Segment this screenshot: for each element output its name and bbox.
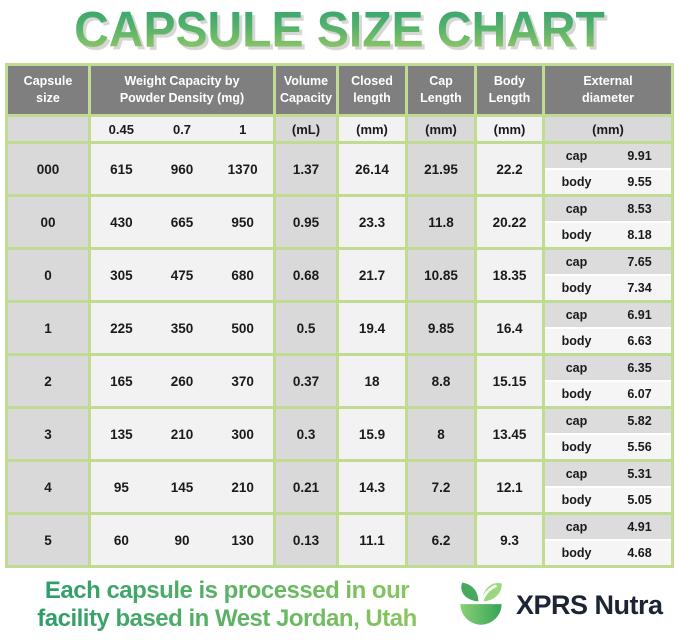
row-volume: 0.5 bbox=[276, 303, 336, 353]
row-cap-length: 8.8 bbox=[408, 356, 474, 406]
row-body-length: 12.1 bbox=[477, 462, 542, 512]
density-0.45: 0.45 bbox=[108, 121, 134, 137]
header-cap-length: Cap Length bbox=[408, 66, 474, 114]
row-body-length: 15.15 bbox=[477, 356, 542, 406]
row-volume: 0.95 bbox=[276, 197, 336, 247]
page-title: CAPSULE SIZE CHART bbox=[74, 2, 605, 59]
row-weights: 165 260 370 bbox=[91, 356, 273, 406]
subheader-closed-unit: (mm) bbox=[339, 117, 405, 141]
row-body-length: 18.35 bbox=[477, 250, 542, 300]
row-external-diameter: cap 7.65 body 7.34 bbox=[545, 250, 671, 300]
brand-name: XPRS Nutra bbox=[516, 589, 663, 620]
row-size: 00 bbox=[8, 197, 88, 247]
subheader-densities: 0.45 0.7 1 bbox=[91, 117, 273, 141]
row-closed: 19.4 bbox=[339, 303, 405, 353]
row-weights: 615 960 1370 bbox=[91, 144, 273, 194]
density-1: 1 bbox=[239, 121, 247, 137]
row-weights: 60 90 130 bbox=[91, 515, 273, 565]
row-cap-length: 21.95 bbox=[408, 144, 474, 194]
row-closed: 26.14 bbox=[339, 144, 405, 194]
row-closed: 15.9 bbox=[339, 409, 405, 459]
row-closed: 11.1 bbox=[339, 515, 405, 565]
footer: Each capsule is processed in our facilit… bbox=[0, 577, 679, 633]
header-body-length: Body Length bbox=[477, 66, 542, 114]
row-size: 3 bbox=[8, 409, 88, 459]
row-closed: 23.3 bbox=[339, 197, 405, 247]
row-cap-length: 9.85 bbox=[408, 303, 474, 353]
row-weights: 305 475 680 bbox=[91, 250, 273, 300]
subheader-external-unit: (mm) bbox=[545, 117, 671, 141]
footer-caption-line1: Each capsule is processed in our bbox=[44, 577, 410, 604]
subheader-body-unit: (mm) bbox=[477, 117, 542, 141]
density-0.7: 0.7 bbox=[172, 121, 192, 137]
row-cap-length: 11.8 bbox=[408, 197, 474, 247]
row-closed: 21.7 bbox=[339, 250, 405, 300]
row-size: 4 bbox=[8, 462, 88, 512]
header-weight-capacity: Weight Capacity by Powder Density (mg) bbox=[91, 66, 273, 114]
row-body-length: 22.2 bbox=[477, 144, 542, 194]
row-external-diameter: cap 5.82 body 5.56 bbox=[545, 409, 671, 459]
row-weights: 225 350 500 bbox=[91, 303, 273, 353]
subheader-cap-unit: (mm) bbox=[408, 117, 474, 141]
row-weights: 95 145 210 bbox=[91, 462, 273, 512]
row-size: 0 bbox=[8, 250, 88, 300]
row-cap-length: 8 bbox=[408, 409, 474, 459]
row-weights: 135 210 300 bbox=[91, 409, 273, 459]
row-volume: 0.3 bbox=[276, 409, 336, 459]
row-volume: 0.21 bbox=[276, 462, 336, 512]
row-external-diameter: cap 4.91 body 4.68 bbox=[545, 515, 671, 565]
xprs-nutra-logo-icon bbox=[460, 582, 502, 625]
row-size: 000 bbox=[8, 144, 88, 194]
row-volume: 0.68 bbox=[276, 250, 336, 300]
row-body-length: 16.4 bbox=[477, 303, 542, 353]
capsule-size-table: Capsule size Weight Capacity by Powder D… bbox=[5, 63, 674, 568]
row-body-length: 9.3 bbox=[477, 515, 542, 565]
row-closed: 14.3 bbox=[339, 462, 405, 512]
row-body-length: 13.45 bbox=[477, 409, 542, 459]
row-body-length: 20.22 bbox=[477, 197, 542, 247]
row-external-diameter: cap 6.35 body 6.07 bbox=[545, 356, 671, 406]
row-size: 2 bbox=[8, 356, 88, 406]
row-external-diameter: cap 5.31 body 5.05 bbox=[545, 462, 671, 512]
row-volume: 1.37 bbox=[276, 144, 336, 194]
footer-caption: Each capsule is processed in our facilit… bbox=[6, 577, 448, 633]
row-size: 1 bbox=[8, 303, 88, 353]
header-external-diameter: External diameter bbox=[545, 66, 671, 114]
header-volume-capacity: Volume Capacity bbox=[276, 66, 336, 114]
row-external-diameter: cap 8.53 body 8.18 bbox=[545, 197, 671, 247]
row-external-diameter: cap 6.91 body 6.63 bbox=[545, 303, 671, 353]
footer-caption-line2: facility based in West Jordan, Utah bbox=[37, 605, 417, 633]
page-title-wrap: CAPSULE SIZE CHART bbox=[0, 3, 679, 61]
row-cap-length: 6.2 bbox=[408, 515, 474, 565]
row-size: 5 bbox=[8, 515, 88, 565]
header-closed-length: Closed length bbox=[339, 66, 405, 114]
row-external-diameter: cap 9.91 body 9.55 bbox=[545, 144, 671, 194]
subheader-volume-unit: (mL) bbox=[276, 117, 336, 141]
row-volume: 0.37 bbox=[276, 356, 336, 406]
brand-logo: XPRS Nutra bbox=[454, 579, 663, 631]
row-cap-length: 7.2 bbox=[408, 462, 474, 512]
row-weights: 430 665 950 bbox=[91, 197, 273, 247]
row-closed: 18 bbox=[339, 356, 405, 406]
row-volume: 0.13 bbox=[276, 515, 336, 565]
row-cap-length: 10.85 bbox=[408, 250, 474, 300]
header-capsule-size: Capsule size bbox=[8, 66, 88, 114]
subheader-blank bbox=[8, 117, 88, 141]
